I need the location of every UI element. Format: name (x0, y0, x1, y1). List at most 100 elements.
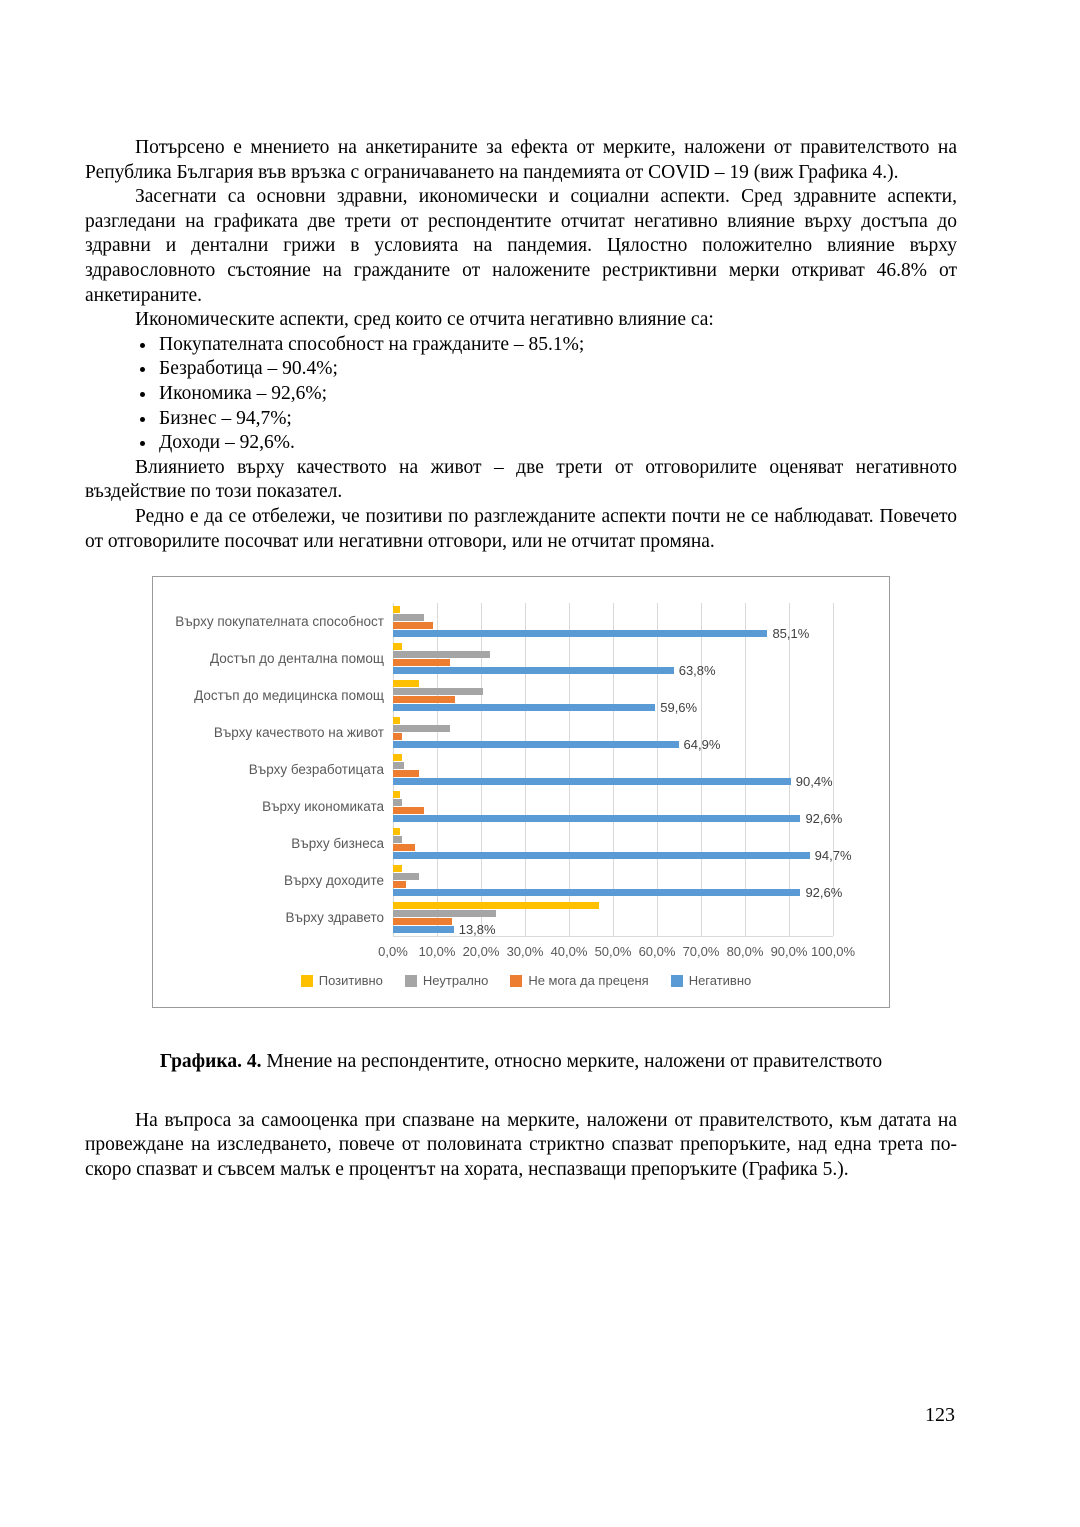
chart-bar (393, 873, 420, 881)
paragraph-3: Икономическите аспекти, сред които се от… (135, 309, 714, 331)
gridline (789, 603, 790, 937)
chart-bar (393, 630, 768, 638)
chart-bar (393, 889, 801, 897)
chart-row: 64,9% (393, 714, 833, 751)
legend-item: Негативно (670, 973, 752, 989)
legend-label: Позитивно (318, 973, 383, 989)
chart-bar (393, 754, 402, 762)
legend-label: Негативно (688, 973, 752, 989)
chart-bar (393, 910, 497, 918)
figure-caption-label: Графика. 4. (159, 1051, 262, 1073)
chart-row: 59,6% (393, 677, 833, 714)
gridline (525, 603, 526, 937)
gridline (657, 603, 658, 937)
chart-bar (393, 696, 455, 704)
legend-swatch (670, 974, 683, 987)
chart-bar (393, 659, 451, 667)
figure-chart: Върху покупателната способност Достъп до … (152, 576, 890, 1009)
category-label: Достъп до медицинска помощ (194, 688, 384, 704)
chart-bar (393, 828, 400, 836)
chart-bar (393, 881, 407, 889)
x-tick-label: 50,0% (594, 944, 632, 960)
gridline (613, 603, 614, 937)
figure-caption-text: Мнение на респондентите, относно мерките… (261, 1051, 883, 1073)
data-label: 92,6% (805, 885, 843, 901)
chart-bar (393, 799, 402, 807)
paragraph-5: Редно е да се отбележи, че позитиви по р… (85, 505, 957, 552)
page-number: 123 (925, 1404, 955, 1426)
category-axis: Върху покупателната способност Достъп до … (163, 603, 393, 963)
chart-bar (393, 815, 801, 823)
chart-row: 13,8% (393, 899, 833, 936)
x-tick-label: 30,0% (506, 944, 544, 960)
x-tick-label: 100,0% (810, 944, 856, 960)
paragraph-2: Засегнати са основни здравни, икономичес… (85, 186, 957, 306)
chart-bar (393, 606, 400, 614)
chart-bar (393, 778, 791, 786)
bullet-item: Безработица – 90.4%; (157, 357, 957, 382)
chart-bar (393, 902, 599, 910)
x-tick-label: 20,0% (462, 944, 500, 960)
category-label: Достъп до дентална помощ (209, 651, 384, 667)
data-label: 13,8% (458, 922, 496, 938)
data-label: 59,6% (660, 700, 698, 716)
chart-bar (393, 704, 656, 712)
chart-row: 92,6% (393, 788, 842, 825)
data-label: 92,6% (805, 811, 843, 827)
chart-bar (393, 807, 424, 815)
paragraph-1: Потърсено е мнението на анкетираните за … (85, 137, 957, 183)
chart-bar (393, 725, 451, 733)
bullet-item: Доходи – 92,6%. (157, 431, 957, 456)
chart-bar (393, 762, 404, 770)
chart-bar (393, 643, 402, 651)
chart-row: 94,7% (393, 825, 852, 862)
chart-body: Върху покупателната способност Достъп до … (163, 603, 889, 963)
x-tick-label: 0,0% (378, 944, 408, 960)
legend-label: Неутрално (422, 973, 489, 989)
paragraph-4: Влиянието върху качеството на живот – дв… (85, 456, 957, 503)
gridline (393, 603, 394, 937)
legend-item: Позитивно (300, 973, 383, 989)
category-label: Върху доходите (283, 873, 384, 889)
plot-area: 85,1% 63,8% 59,6% 64,9% 90,4% 92,6% 94,7% 92,6%… (393, 603, 852, 938)
chart-row: 85,1% (393, 603, 833, 640)
chart-bar (393, 667, 674, 675)
bullet-item: Икономика – 92,6%; (157, 382, 957, 407)
category-label: Върху безработицата (248, 762, 384, 778)
chart-bar (393, 733, 402, 741)
chart-bar (393, 651, 490, 659)
legend-swatch (404, 974, 417, 987)
paragraph-6: На въпроса за самооценка при спазване на… (85, 1109, 957, 1180)
legend-swatch (300, 974, 313, 987)
chart-bar (393, 852, 810, 860)
gridline (569, 603, 570, 937)
chart-bar (393, 836, 402, 844)
gridline (745, 603, 746, 937)
data-label: 94,7% (814, 848, 852, 864)
chart-bar (393, 770, 420, 778)
plot-wrap: 85,1% 63,8% 59,6% 64,9% 90,4% 92,6% 94,7% 92,6%… (378, 603, 855, 963)
bullet-item: Бизнес – 94,7%; (157, 407, 957, 432)
chart-legend: Позитивно Неутрално Не мога да преценя Нега… (163, 973, 889, 988)
category-label: Върху здравето (285, 910, 384, 926)
chart-bar (393, 622, 433, 630)
figure-caption: Графика. 4. Мнение на респондентите, отн… (85, 1050, 957, 1075)
category-label: Върху качеството на живот (213, 725, 384, 741)
chart-bar (393, 791, 400, 799)
category-label: Върху покупателната способност (175, 614, 384, 630)
chart-bar (393, 844, 415, 852)
gridline (481, 603, 482, 937)
legend-swatch (510, 974, 523, 987)
chart-bar (393, 688, 484, 696)
chart-bar (393, 741, 679, 749)
x-tick-label: 70,0% (682, 944, 720, 960)
category-label: Върху икономиката (262, 799, 384, 815)
chart-row: 63,8% (393, 640, 833, 677)
x-tick-label: 90,0% (770, 944, 808, 960)
chart-bar (393, 926, 454, 934)
legend-item: Неутрално (404, 973, 489, 989)
chart-bar (393, 918, 453, 926)
bullet-list: Покупателната способност на гражданите –… (85, 333, 957, 456)
x-tick-label: 80,0% (726, 944, 764, 960)
